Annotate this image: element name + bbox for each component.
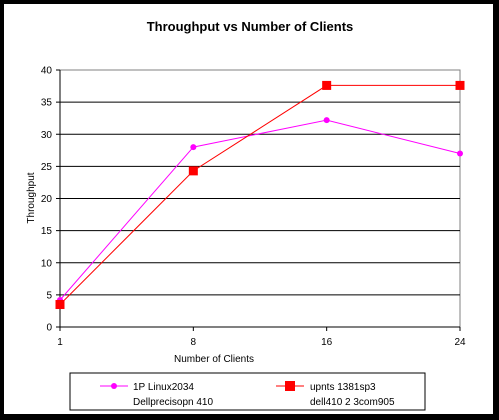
series-1-point-16 <box>323 117 330 124</box>
y-tick-label-20: 20 <box>41 194 53 205</box>
series-2-line <box>59 84 460 305</box>
x-tick-label-1: 1 <box>57 337 63 348</box>
series-1-point-24 <box>457 150 463 157</box>
y-axis-label: Throughput <box>26 172 37 223</box>
y-tick-label-10: 10 <box>41 258 53 269</box>
gridlines <box>60 101 460 296</box>
x-tick-label-8: 8 <box>191 337 197 348</box>
legend-box <box>69 372 426 411</box>
series-2-point-8 <box>188 166 198 176</box>
y-tick-label-5: 5 <box>46 290 52 301</box>
x-tick-label-24: 24 <box>454 337 466 348</box>
legend-label-series-2-line1: upnts 1381sp3 <box>310 382 376 393</box>
series-2-point-24 <box>455 80 465 90</box>
y-tick-label-0: 0 <box>46 323 52 334</box>
x-tick-label-16: 16 <box>321 337 333 348</box>
chart-title: Throughput vs Number of Clients <box>147 19 354 34</box>
chart-frame: Throughput vs Number of Clients 0 5 10 15 20… <box>3 3 494 415</box>
legend-marker-series-2 <box>285 381 295 391</box>
legend-marker-series-1 <box>111 383 117 389</box>
series-1-point-8 <box>190 144 197 151</box>
series-1-line <box>59 119 461 301</box>
line-chart: Throughput vs Number of Clients 0 5 10 15 20… <box>26 19 466 411</box>
y-tick-label-40: 40 <box>41 66 53 77</box>
y-tick-label-30: 30 <box>41 130 53 141</box>
y-axis-ticks: 0 5 10 15 20 25 30 35 40 <box>41 66 60 334</box>
x-axis-label: Number of Clients <box>174 354 254 365</box>
legend-label-series-2-line2: dell410 2 3com905 <box>310 397 395 408</box>
legend: 1P Linux2034 Dellprecisopn 410 upnts 138… <box>69 372 426 411</box>
series-group <box>55 80 465 310</box>
series-2-point-1 <box>55 300 65 310</box>
legend-label-series-1-line2: Dellprecisopn 410 <box>133 397 213 408</box>
y-tick-label-35: 35 <box>41 98 53 109</box>
x-axis-ticks: 1 8 16 24 <box>57 70 466 348</box>
legend-label-series-1-line1: 1P Linux2034 <box>133 382 194 393</box>
y-tick-label-15: 15 <box>41 226 53 237</box>
series-2-point-16 <box>322 80 332 90</box>
y-tick-label-25: 25 <box>41 162 53 173</box>
